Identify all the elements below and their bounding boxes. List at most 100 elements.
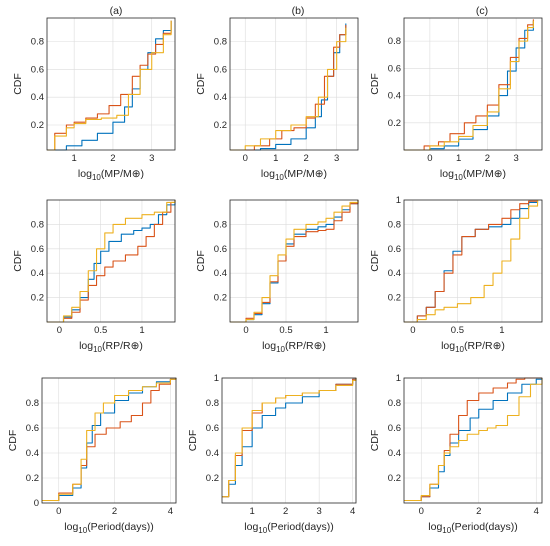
panel-9: 0 2 4 0.2 0.4 0.6 0.8 1 CDF log10(Period(days)) [369,373,543,535]
x-axis-label: log10(RP/R⊕) [441,340,505,354]
x-tick-label: 0 [419,506,424,517]
x-axis-label: log10(Period(days)) [428,521,517,535]
cdf-line-blue [42,378,177,502]
x-tick-label: 3 [149,153,154,164]
panel-8: 1 2 3 4 0.2 0.4 0.6 0.8 1 CDF log10(Period(days)) [187,373,357,535]
y-tick-label: 0.2 [388,118,401,129]
x-tick-label: 1 [139,325,144,336]
y-tick-label: 0.6 [388,423,401,434]
x-tick-label: 1 [273,153,278,164]
y-tick-label: 0.8 [214,219,227,230]
x-axis-label: log10(Period(days)) [64,521,153,535]
x-tick-label: 2 [283,506,288,517]
plot-frame [403,199,543,323]
column-title-c: (c) [476,5,488,17]
x-tick-label: 2 [112,506,117,517]
y-axis-label: CDF [195,73,207,95]
y-axis-label: CDF [7,430,19,452]
cdf-line-blue [47,20,172,151]
x-axis-label: log10(Period(days)) [244,521,333,535]
x-tick-label: 4 [350,506,355,517]
y-tick-label: 0.2 [388,293,401,304]
x-tick-label: 3 [334,153,339,164]
x-tick-label: 2 [110,153,115,164]
cdf-line-yellow [42,378,177,502]
cdf-line-red [230,200,359,323]
x-tick-label: 0 [427,153,432,164]
y-tick-label: 0.2 [206,473,219,484]
panel-5: 0 0.5 1 0.2 0.4 0.6 0.8 CDF log10(RP/R⊕) [195,199,359,354]
y-axis-label: CDF [12,250,24,272]
x-axis-label: log10(RP/R⊕) [262,340,326,354]
panel-3: 0 1 2 3 0.2 0.4 0.6 0.8 CDF log10(MP/M⊕) [369,17,543,182]
y-tick-label: 0.8 [388,398,401,409]
y-tick-label: 0.4 [388,268,401,279]
cdf-line-yellow [404,378,543,502]
x-tick-label: 2 [485,153,490,164]
x-tick-label: 0 [56,506,61,517]
plot-frame [221,377,357,504]
y-tick-label: 0.2 [31,293,44,304]
y-axis-label: CDF [369,73,381,95]
y-tick-label: 0.8 [26,398,39,409]
cdf-line-yellow [404,20,534,151]
y-tick-label: 1 [396,195,401,206]
y-tick-label: 0.6 [388,244,401,255]
y-axis-label: CDF [12,73,24,95]
y-tick-label: 0 [34,498,39,509]
x-tick-label: 0.5 [94,325,107,336]
y-tick-label: 0.8 [388,36,401,47]
x-tick-label: 3 [317,506,322,517]
panel-1: 1 2 3 0.2 0.4 0.6 0.8 CDF log10(MP/M⊕) [12,17,176,182]
y-tick-label: 0.6 [214,244,227,255]
column-title-a: (a) [110,5,123,17]
y-tick-label: 0.6 [31,244,44,255]
y-tick-label: 0.8 [31,37,44,48]
plot-frame [41,377,177,504]
cdf-line-blue [404,20,534,151]
y-tick-label: 0.2 [388,473,401,484]
plot-frame [403,377,543,504]
y-tick-label: 0.6 [388,63,401,74]
x-axis-label: log10(MP/M⊕) [440,168,506,182]
y-axis-label: CDF [187,430,199,452]
y-tick-label: 0.8 [388,219,401,230]
plot-frame [403,17,543,151]
x-tick-label: 0 [57,325,62,336]
cdf-line-yellow [47,200,176,323]
x-tick-label: 0 [410,325,415,336]
cdf-line-red [42,378,177,502]
x-axis-label: log10(RP/R⊕) [79,340,143,354]
x-tick-label: 1 [72,153,77,164]
cdf-line-red [404,19,534,151]
y-tick-label: 0.6 [206,423,219,434]
x-tick-label: 1 [250,506,255,517]
x-tick-label: 0 [243,153,248,164]
panel-6: 0 0.5 1 0.2 0.4 0.6 0.8 1 CDF log10(RP/R⊕) [369,195,543,354]
y-tick-label: 0.4 [31,268,44,279]
y-tick-label: 0.2 [214,120,227,131]
y-tick-label: 0.2 [31,120,44,131]
x-tick-label: 1 [323,325,328,336]
cdf-line-yellow [404,200,539,323]
plot-frame [46,17,176,151]
cdf-line-yellow [230,200,359,323]
cdf-line-blue [230,200,359,323]
y-axis-label: CDF [195,250,207,272]
x-axis-label: log10(MP/M⊕) [78,168,144,182]
y-tick-label: 0.6 [31,64,44,75]
y-tick-label: 1 [214,373,219,384]
cdf-line-blue [404,378,543,502]
y-tick-label: 0.6 [214,64,227,75]
x-tick-label: 4 [534,506,539,517]
x-tick-label: 2 [476,506,481,517]
y-tick-label: 0.8 [206,398,219,409]
cdf-line-red [230,24,347,151]
y-tick-label: 0.4 [214,92,227,103]
panel-4: 0 0.5 1 0.2 0.4 0.6 0.8 CDF log10(RP/R⊕) [12,199,176,354]
y-axis-label: CDF [369,430,381,452]
cdf-line-yellow [222,378,357,498]
y-tick-label: 0.8 [31,219,44,230]
x-axis-label: log10(MP/M⊕) [261,168,327,182]
